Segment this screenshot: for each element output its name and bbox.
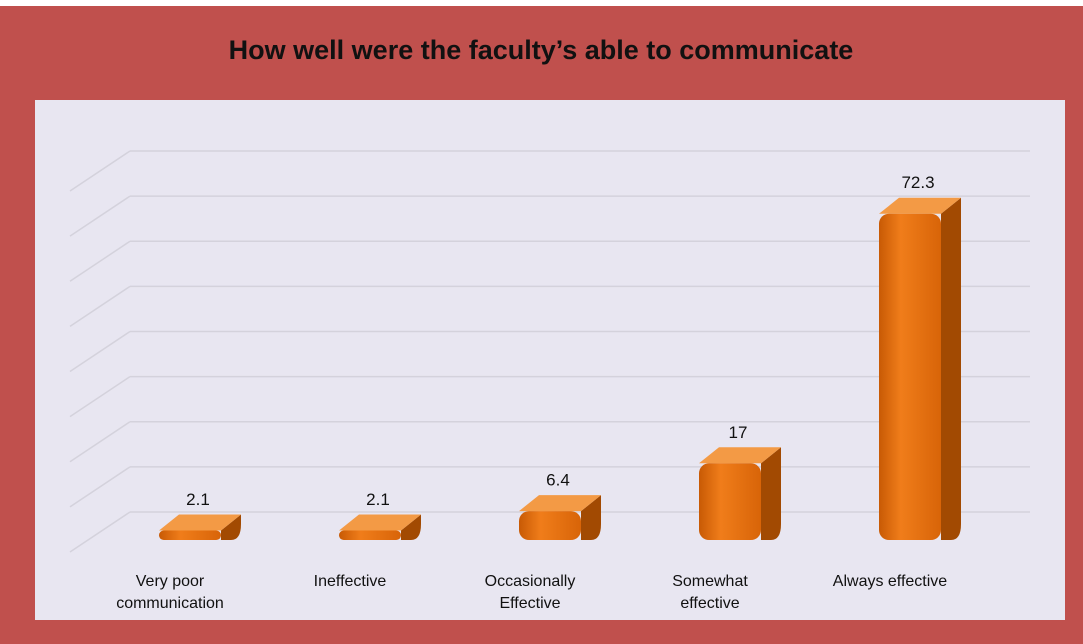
bar (699, 463, 761, 540)
bar-side (761, 447, 781, 540)
bar-side (401, 514, 421, 540)
bar (879, 213, 941, 540)
grid-diagonal (69, 421, 131, 463)
grid-diagonal (69, 330, 131, 373)
value-label: 2.1 (366, 490, 390, 509)
x-tick-label: Ineffective (313, 573, 387, 590)
grid-diagonal (69, 466, 131, 508)
bar (339, 530, 401, 540)
bar (159, 530, 221, 540)
grid-diagonal (69, 376, 131, 418)
bar-side (581, 495, 601, 540)
value-label: 72.3 (901, 173, 934, 192)
grid-diagonal (69, 240, 131, 282)
bar-top (699, 447, 781, 464)
grid-diagonal (69, 195, 131, 237)
category-labels: Very poor communication Ineffective Occasi… (35, 100, 1065, 620)
bar-top (339, 514, 421, 531)
bar-top (159, 514, 241, 531)
chart-title: How well were the faculty’s able to comm… (229, 35, 854, 65)
bar-side (221, 514, 241, 540)
grid-diagonal (69, 285, 131, 327)
grid-diagonal (69, 150, 131, 192)
top-strip (0, 0, 1083, 6)
x-tick-label: Occasionally Effective (484, 573, 576, 612)
x-tick-label: Somewhat effective (672, 573, 748, 612)
value-label: 6.4 (546, 471, 570, 490)
x-tick-label: Always effective (832, 573, 948, 590)
value-label: 17 (729, 423, 748, 442)
x-tick-label: Very poor communication (116, 573, 224, 612)
bar-side (941, 197, 961, 540)
bar (519, 511, 581, 540)
grid-diagonal (69, 511, 131, 553)
bar-top (519, 495, 601, 512)
bar-top (879, 197, 961, 214)
value-label: 2.1 (186, 490, 210, 509)
